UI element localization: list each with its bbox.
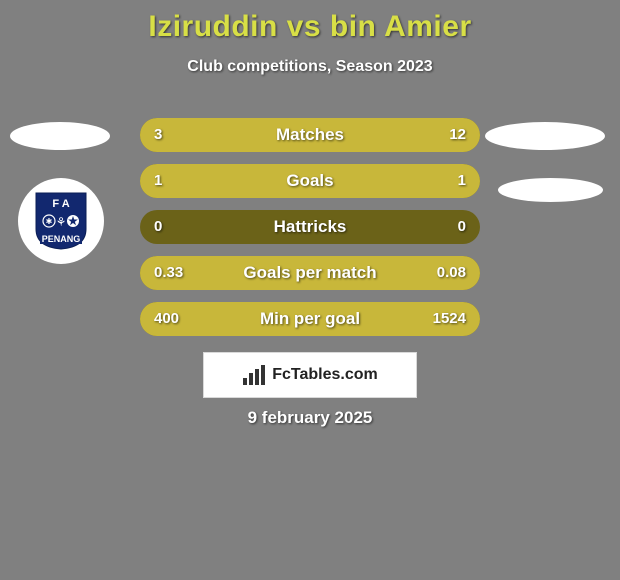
stat-label: Hattricks (140, 210, 480, 244)
stat-row: 4001524Min per goal (140, 302, 480, 336)
stat-label: Matches (140, 118, 480, 152)
svg-text:✱: ✱ (46, 217, 53, 226)
page-title: Iziruddin vs bin Amier (0, 0, 620, 44)
stat-label: Min per goal (140, 302, 480, 336)
stat-row: 00Hattricks (140, 210, 480, 244)
team-badge: F A ✱ ⚘ PENANG (18, 178, 104, 264)
svg-text:F A: F A (52, 198, 69, 210)
branding-box: FcTables.com (203, 352, 417, 398)
stat-label: Goals per match (140, 256, 480, 290)
bar-chart-icon (242, 364, 266, 386)
subtitle: Club competitions, Season 2023 (0, 58, 620, 76)
stat-row: 312Matches (140, 118, 480, 152)
ellipse-mid-right (498, 178, 603, 202)
svg-text:PENANG: PENANG (42, 234, 81, 244)
branding-text: FcTables.com (272, 366, 378, 384)
date-text: 9 february 2025 (0, 408, 620, 428)
ellipse-top-right (485, 122, 605, 150)
comparison-bars: 312Matches 11Goals 00Hattricks 0.330.08Goal… (140, 118, 480, 348)
shield-icon: F A ✱ ⚘ PENANG (34, 191, 88, 251)
ellipse-top-left (10, 122, 110, 150)
stat-row: 11Goals (140, 164, 480, 198)
comparison-infographic: Iziruddin vs bin Amier Club competitions… (0, 0, 620, 580)
stat-row: 0.330.08Goals per match (140, 256, 480, 290)
svg-text:⚘: ⚘ (56, 215, 67, 229)
stat-label: Goals (140, 164, 480, 198)
